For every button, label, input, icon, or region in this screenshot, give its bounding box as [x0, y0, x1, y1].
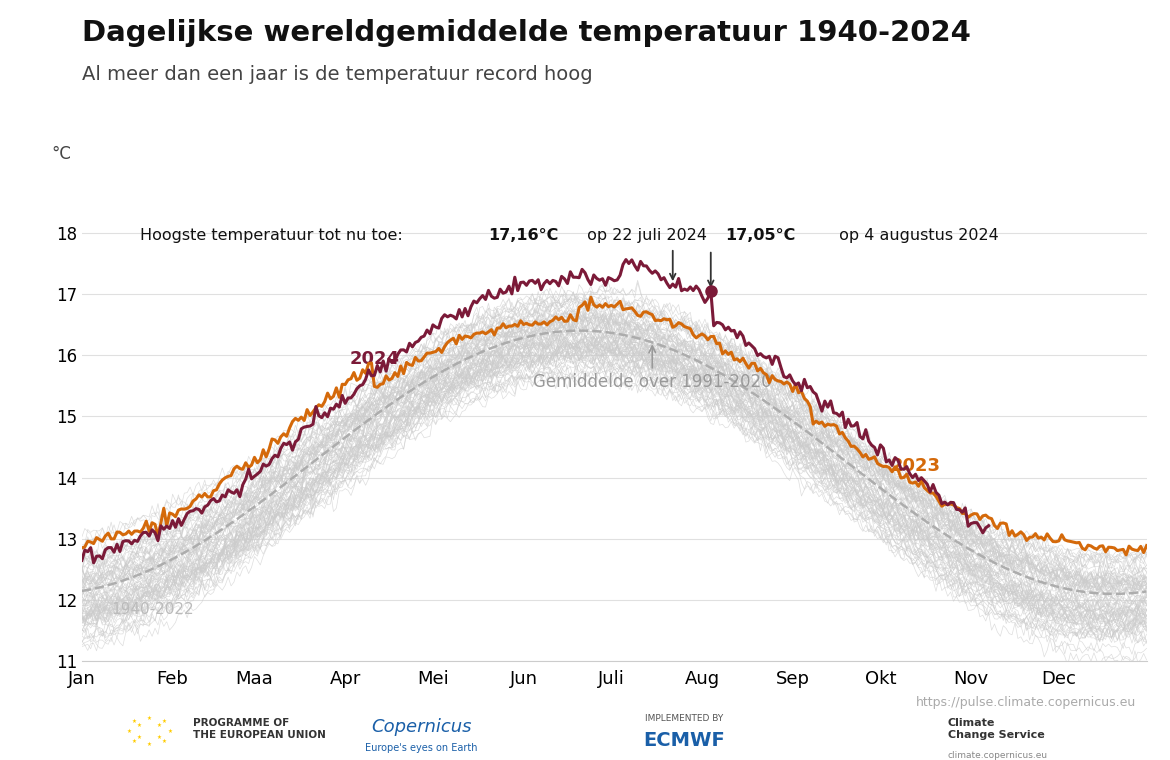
Text: op 4 augustus 2024: op 4 augustus 2024 — [833, 228, 998, 243]
Text: PROGRAMME OF
THE EUROPEAN UNION: PROGRAMME OF THE EUROPEAN UNION — [193, 718, 326, 739]
Text: https://pulse.climate.copernicus.eu: https://pulse.climate.copernicus.eu — [916, 696, 1136, 710]
Text: Dagelijkse wereldgemiddelde temperatuur 1940-2024: Dagelijkse wereldgemiddelde temperatuur … — [82, 19, 971, 47]
Text: 17,05°C: 17,05°C — [725, 228, 796, 243]
Text: op 22 juli 2024: op 22 juli 2024 — [581, 228, 707, 243]
Text: 2024: 2024 — [350, 350, 399, 368]
Text: Gemiddelde over 1991-2020: Gemiddelde over 1991-2020 — [534, 346, 771, 391]
Text: IMPLEMENTED BY: IMPLEMENTED BY — [646, 714, 723, 724]
Text: ★: ★ — [161, 720, 166, 724]
Text: ★: ★ — [161, 739, 166, 743]
Text: Europe's eyes on Earth: Europe's eyes on Earth — [365, 743, 477, 753]
Text: ★: ★ — [137, 735, 142, 740]
Text: ★: ★ — [126, 729, 131, 734]
Text: ★: ★ — [132, 720, 137, 724]
Text: ★: ★ — [167, 729, 172, 734]
Text: climate.copernicus.eu: climate.copernicus.eu — [948, 751, 1048, 760]
Text: °C: °C — [51, 145, 71, 163]
Text: ★: ★ — [157, 735, 161, 740]
Text: ECMWF: ECMWF — [644, 731, 725, 750]
Text: ★: ★ — [146, 716, 152, 720]
Text: 1940-2022: 1940-2022 — [111, 602, 194, 616]
Text: ★: ★ — [132, 739, 137, 743]
Text: Al meer dan een jaar is de temperatuur record hoog: Al meer dan een jaar is de temperatuur r… — [82, 65, 592, 84]
Text: Copernicus: Copernicus — [371, 718, 472, 736]
Text: ★: ★ — [157, 723, 161, 728]
Text: Hoogste temperatuur tot nu toe:: Hoogste temperatuur tot nu toe: — [140, 228, 408, 243]
Text: Climate
Change Service: Climate Change Service — [948, 718, 1045, 739]
Text: ★: ★ — [146, 743, 152, 747]
Text: 2023: 2023 — [890, 457, 941, 474]
Text: ★: ★ — [137, 723, 142, 728]
Text: 17,16°C: 17,16°C — [489, 228, 559, 243]
